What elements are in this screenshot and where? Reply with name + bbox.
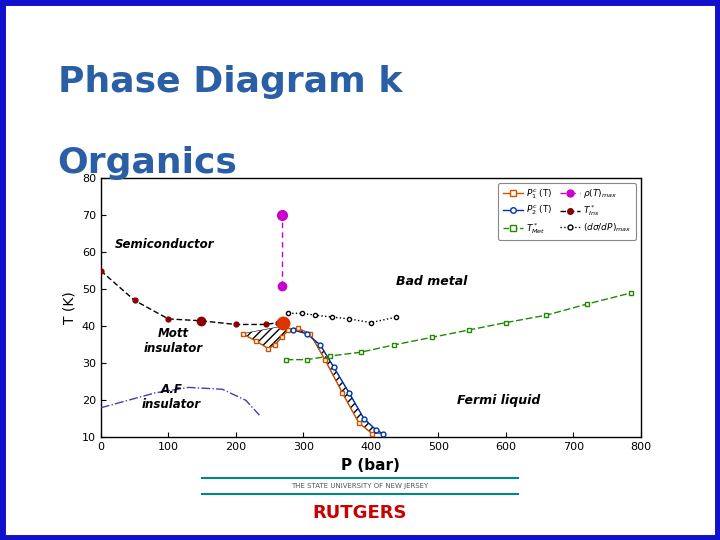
Text: RUTGERS: RUTGERS [312,504,408,522]
X-axis label: P (bar): P (bar) [341,458,400,473]
Text: A.F
insulator: A.F insulator [142,383,201,410]
Text: THE STATE UNIVERSITY OF NEW JERSEY: THE STATE UNIVERSITY OF NEW JERSEY [292,483,428,489]
Text: Organics: Organics [58,146,238,180]
Text: Semiconductor: Semiconductor [115,238,215,251]
Legend: $P^c_1$ (T), $P^c_2$ (T), $T^*_{Met}$, $\rho(T)_{max}$, $T^*_{Ins}$, $(d\sigma/d: $P^c_1$ (T), $P^c_2$ (T), $T^*_{Met}$, $… [498,183,636,240]
Text: Mott
insulator: Mott insulator [144,327,203,355]
Text: Fermi liquid: Fermi liquid [457,394,541,407]
Text: Phase Diagram k: Phase Diagram k [58,65,402,99]
Text: Bad metal: Bad metal [396,275,467,288]
Y-axis label: T (K): T (K) [62,292,76,324]
